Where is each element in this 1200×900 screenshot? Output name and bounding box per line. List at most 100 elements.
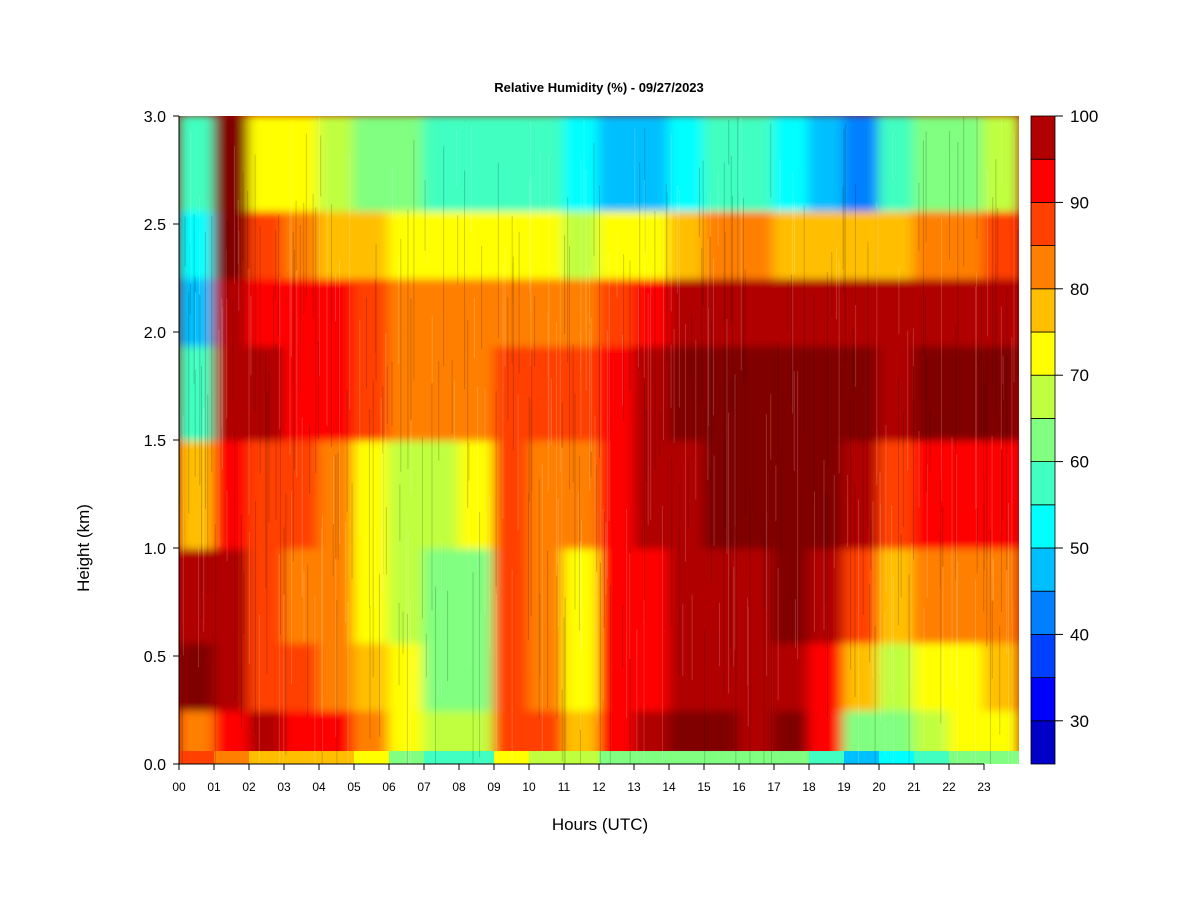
colorbar-tick-label: 100	[1070, 107, 1098, 126]
surface-cell	[844, 751, 880, 764]
heatmap-cell	[633, 641, 670, 711]
x-tick-label: 20	[872, 780, 886, 794]
colorbar-segment	[1030, 504, 1056, 549]
heatmap-cell	[528, 277, 565, 347]
heatmap-cell	[773, 209, 810, 279]
heatmap-cell	[458, 439, 495, 549]
heatmap-cell	[773, 277, 810, 347]
y-tick-label: 0.0	[144, 757, 166, 774]
heatmap-cell	[458, 344, 495, 441]
x-tick-label: 15	[697, 780, 711, 794]
heatmap-cell	[598, 209, 635, 279]
y-tick-label: 1.0	[144, 541, 166, 558]
heatmap-cell	[213, 277, 250, 347]
heatmap-cell	[493, 116, 530, 212]
x-tick-label: 09	[487, 780, 501, 794]
heatmap-cell	[353, 209, 390, 279]
heatmap-cell	[528, 209, 565, 279]
surface-cell	[389, 751, 425, 764]
heatmap-cell	[808, 277, 845, 347]
heatmap-cell	[773, 344, 810, 441]
heatmap-cell	[179, 439, 215, 549]
heatmap-cell	[913, 547, 950, 644]
heatmap-cell	[668, 209, 705, 279]
heatmap-cell	[528, 344, 565, 441]
heatmap-cell	[668, 116, 705, 212]
heatmap-cell	[248, 344, 285, 441]
heatmap-cell	[598, 344, 635, 441]
x-tick-label: 18	[802, 780, 816, 794]
heatmap-cell	[388, 209, 425, 279]
y-tick-label: 2.0	[144, 325, 166, 342]
colorbar-segment	[1030, 115, 1056, 160]
heatmap-cell	[668, 641, 705, 711]
heatmap-cell	[353, 116, 390, 212]
heatmap-cell	[808, 116, 845, 212]
heatmap-cell	[948, 439, 985, 549]
heatmap-cell	[353, 547, 390, 644]
heatmap-cell	[493, 547, 530, 644]
heatmap-cell	[633, 116, 670, 212]
heatmap-cell	[773, 547, 810, 644]
heatmap-cell	[843, 547, 880, 644]
surface-cell	[494, 751, 530, 764]
heatmap-cell	[808, 209, 845, 279]
surface-cell	[809, 751, 845, 764]
heatmap-cell	[318, 277, 355, 347]
heatmap-cell	[983, 641, 1019, 711]
heatmap-cell	[843, 209, 880, 279]
heatmap-cell	[179, 641, 215, 711]
surface-cell	[774, 751, 810, 764]
heatmap-cell	[983, 116, 1019, 212]
chart-title: Relative Humidity (%) - 09/27/2023	[494, 80, 704, 95]
colorbar-segment	[1030, 374, 1056, 419]
x-tick-label: 03	[277, 780, 291, 794]
x-tick-label: 12	[592, 780, 606, 794]
surface-cell	[179, 751, 215, 764]
heatmap-cell	[563, 277, 600, 347]
heatmap-cell	[878, 439, 915, 549]
heatmap-cell	[248, 277, 285, 347]
surface-cell	[424, 751, 460, 764]
heatmap-cell	[318, 547, 355, 644]
surface-cell	[599, 751, 635, 764]
heatmap-cell	[388, 439, 425, 549]
heatmap-cell	[668, 439, 705, 549]
heatmap-cell	[808, 641, 845, 711]
heatmap-cell	[388, 641, 425, 711]
heatmap-cell	[458, 547, 495, 644]
y-tick-label: 2.5	[144, 217, 166, 234]
x-tick-label: 00	[172, 780, 186, 794]
colorbar-tick-label: 40	[1070, 625, 1089, 644]
heatmap-cell	[388, 547, 425, 644]
plot-area	[179, 116, 1019, 764]
heatmap-cell	[983, 209, 1019, 279]
x-tick-label: 16	[732, 780, 746, 794]
x-axis-label: Hours (UTC)	[552, 815, 648, 834]
heatmap-cell	[703, 344, 740, 441]
x-tick-label: 10	[522, 780, 536, 794]
colorbar: 30 40 50 60 70 80 90 100	[1030, 107, 1098, 765]
heatmap-cell	[738, 641, 775, 711]
surface-cell	[564, 751, 600, 764]
x-axis: 00 01 02 03 04 05 06 07 08 09 10 11 12 13 14 15 16 17 18 19…	[172, 763, 991, 794]
surface-layer	[179, 751, 1019, 764]
heatmap-cell	[563, 116, 600, 212]
heatmap-cell	[179, 209, 215, 279]
heatmap-cell	[318, 116, 355, 212]
heatmap-cell	[179, 547, 215, 644]
heatmap-cell	[388, 277, 425, 347]
heatmap-cell	[493, 439, 530, 549]
heatmap-cell	[703, 116, 740, 212]
surface-cell	[284, 751, 320, 764]
colorbar-tick-label: 30	[1070, 712, 1089, 731]
colorbar-segment	[1030, 461, 1056, 506]
surface-cell	[354, 751, 390, 764]
x-tick-label: 19	[837, 780, 851, 794]
heatmap-cell	[423, 277, 460, 347]
heatmap-cell	[948, 344, 985, 441]
heatmap-cell	[179, 116, 215, 212]
heatmap-cell	[633, 277, 670, 347]
heatmap-cell	[633, 209, 670, 279]
